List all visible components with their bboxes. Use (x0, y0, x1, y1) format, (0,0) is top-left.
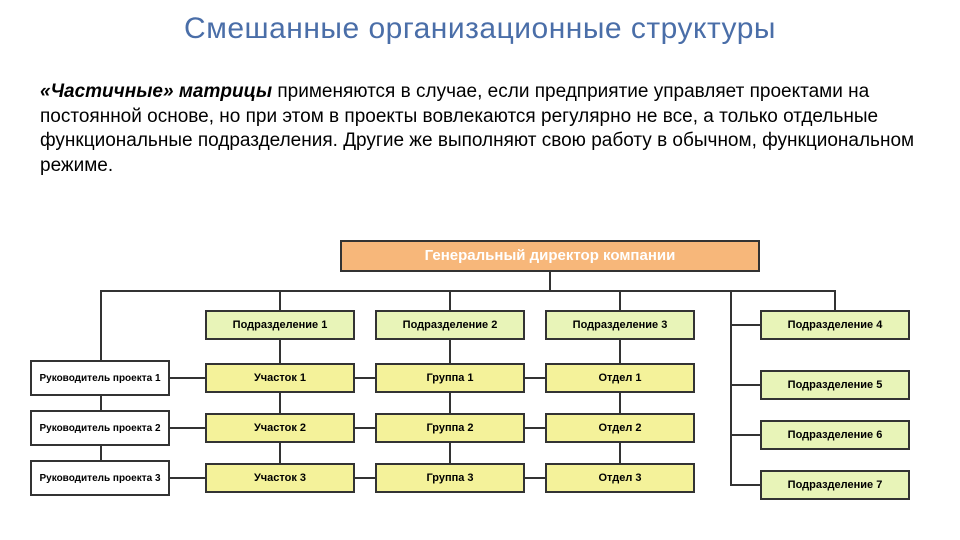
connector-right-stub-0 (730, 324, 760, 326)
pm-node-0: Руководитель проекта 1 (30, 360, 170, 396)
connector-div-drop-1 (449, 290, 451, 310)
connector-right-stub-3 (730, 484, 760, 486)
division-node-1: Подразделение 2 (375, 310, 525, 340)
connector-div-drop-2 (619, 290, 621, 310)
pm-node-1: Руководитель проекта 2 (30, 410, 170, 446)
division-node-3: Подразделение 4 (760, 310, 910, 340)
matrix-cell-0-1: Группа 1 (375, 363, 525, 393)
matrix-cell-2-2: Отдел 3 (545, 463, 695, 493)
connector-div-drop-0 (279, 290, 281, 310)
root-node: Генеральный директор компании (340, 240, 760, 272)
title-text: Смешанные организационные структуры (184, 12, 776, 45)
matrix-cell-0-0: Участок 1 (205, 363, 355, 393)
connector-right-stub-2 (730, 434, 760, 436)
division-node-2: Подразделение 3 (545, 310, 695, 340)
connector-root-down (549, 272, 551, 290)
org-chart: Генеральный директор компании Подразделен… (30, 240, 935, 515)
connector-col-2 (619, 340, 621, 478)
connector-left-bus-ext (100, 290, 280, 292)
lead-phrase: «Частичные» матрицы (40, 81, 272, 102)
division-node-4: Подразделение 5 (760, 370, 910, 400)
matrix-cell-1-0: Участок 2 (205, 413, 355, 443)
page-title: Смешанные организационные структуры (0, 12, 960, 46)
matrix-cell-1-2: Отдел 2 (545, 413, 695, 443)
connector-div-drop-3 (834, 290, 836, 310)
division-node-6: Подразделение 7 (760, 470, 910, 500)
pm-node-2: Руководитель проекта 3 (30, 460, 170, 496)
connector-right-stub-1 (730, 384, 760, 386)
matrix-cell-2-1: Группа 3 (375, 463, 525, 493)
matrix-cell-2-0: Участок 3 (205, 463, 355, 493)
division-node-5: Подразделение 6 (760, 420, 910, 450)
division-node-0: Подразделение 1 (205, 310, 355, 340)
matrix-cell-0-2: Отдел 1 (545, 363, 695, 393)
connector-col-1 (449, 340, 451, 478)
connector-col-0 (279, 340, 281, 478)
connector-right-bus-join (730, 290, 835, 292)
description-paragraph: «Частичные» матрицы применяются в случае… (40, 80, 920, 179)
connector-right-trunk (730, 290, 732, 485)
matrix-cell-1-1: Группа 2 (375, 413, 525, 443)
